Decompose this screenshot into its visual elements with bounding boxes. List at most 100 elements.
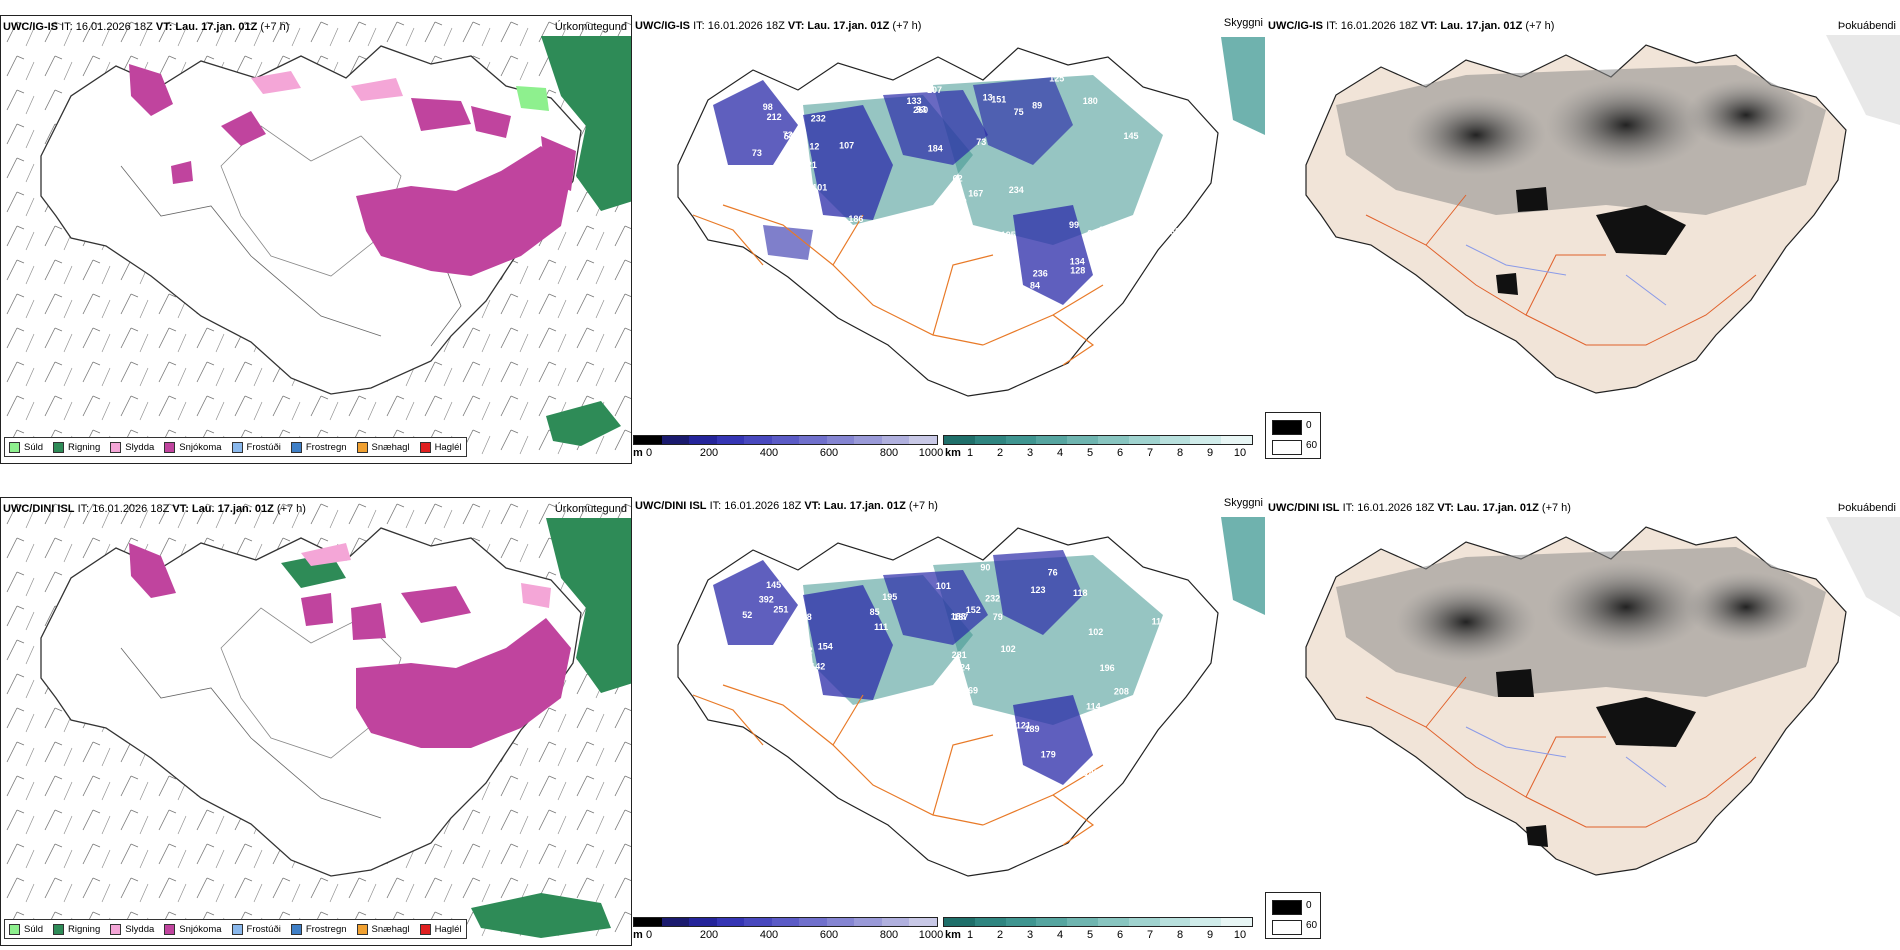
scale-swatch	[799, 918, 827, 926]
visibility-scale: km 1 2 3 4 5 6 7 8 9 10	[943, 435, 1265, 463]
cloud-base-label: 13	[983, 92, 993, 102]
cloud-base-label: 114	[1086, 701, 1101, 711]
cloud-base-label: 101	[936, 581, 951, 591]
panel-variable-name: Þokuábendi	[1837, 502, 1896, 514]
scale-tick: 4	[1056, 929, 1064, 941]
scale-tick: 7	[1146, 447, 1154, 459]
cloud-base-label: 232	[985, 593, 1000, 603]
legend-drizzle: Súld	[9, 441, 43, 453]
sleet-area	[301, 543, 351, 566]
cloud-base-labels: 102 154 183 90 171 102 78 52 85 101 76 145 208 281 251…	[742, 562, 1166, 778]
scale-tick: 4	[1056, 447, 1064, 459]
cloud-base-label: 142	[810, 662, 825, 672]
scale-swatch	[1159, 436, 1191, 444]
road-network	[1365, 194, 1757, 346]
scale-swatch	[909, 918, 938, 926]
cloud-base-label: 232	[811, 114, 826, 124]
legend-snow: Snjókoma	[164, 923, 222, 935]
scale-tick: 9	[1206, 929, 1214, 941]
scale-swatch	[909, 436, 938, 444]
legend-rain: Rigning	[53, 923, 100, 935]
scale-tick: 6	[1116, 447, 1124, 459]
cloud-area	[713, 80, 798, 165]
cloud-base-label: 93	[1087, 229, 1097, 239]
cloud-base-label: 178	[797, 612, 812, 622]
scale-swatch	[1067, 918, 1098, 926]
cloud-base-label: 171	[1094, 757, 1109, 767]
legend-snow-pellets: Snæhagl	[356, 923, 410, 935]
elevation-scale: m 0 200 400 600 800 1000	[633, 917, 948, 945]
scale-swatch	[854, 918, 882, 926]
cloud-base-label: 93	[916, 105, 926, 115]
scale-tick: 1000	[918, 447, 944, 459]
fog-indicator-map	[1305, 517, 1900, 876]
scale-tick: 1	[966, 929, 974, 941]
scale-swatch	[771, 436, 800, 444]
cloud-base-label: 75	[1014, 107, 1024, 117]
fog-legend-top: 0 60	[1265, 412, 1321, 459]
fog-indicator-map	[1305, 35, 1900, 394]
cloud-base-label: 98	[763, 102, 773, 112]
cloud-base-label: 128	[1070, 266, 1085, 276]
scale-swatch	[1036, 436, 1068, 444]
cloud-base-label: 251	[773, 605, 788, 615]
cloud-base-label: 196	[1100, 663, 1115, 673]
scale-tick: 5	[1086, 447, 1094, 459]
cloud-base-label: 281	[952, 650, 967, 660]
scale-swatch	[1190, 918, 1222, 926]
scale-swatch	[974, 436, 1006, 444]
fog-legend-bottom: 0 60	[1265, 892, 1321, 939]
scale-swatch	[944, 918, 975, 926]
cloud-base-label: 123	[1031, 585, 1046, 595]
cloud-base-label: 121	[1016, 721, 1031, 731]
scale-swatch	[634, 436, 662, 444]
legend-sleet: Slydda	[110, 441, 154, 453]
scale-swatch	[716, 436, 745, 444]
scale-tick: 1000	[918, 929, 944, 941]
cloud-base-label: 133	[907, 96, 922, 106]
scale-tick: 0	[645, 447, 653, 459]
cloud-base-label: 102	[1088, 627, 1103, 637]
panel-variable-name: Skyggni	[1223, 17, 1263, 29]
cloud-base-label: 121	[802, 160, 817, 170]
scale-swatch	[799, 436, 827, 444]
cloud-base-label: 89	[1032, 101, 1042, 111]
scale-swatch	[1159, 918, 1191, 926]
scale-swatch	[661, 918, 690, 926]
panel-variable-name: Úrkomutegund	[554, 503, 627, 515]
snow-area	[129, 64, 173, 116]
panel-title: UWC/IG-IS IT: 16.01.2026 18Z VT: Lau. 17…	[1268, 20, 1555, 32]
cloud-base-label: 79	[993, 612, 1003, 622]
scale-tick: 9	[1206, 447, 1214, 459]
panel-title: UWC/DINI ISL IT: 16.01.2026 18Z VT: Lau.…	[3, 503, 306, 515]
legend-drizzle: Súld	[9, 923, 43, 935]
scale-tick: 8	[1176, 447, 1184, 459]
scale-swatch	[744, 918, 772, 926]
precip-type-panel-top: UWC/IG-IS IT: 16.01.2026 18Z VT: Lau. 17…	[0, 15, 632, 464]
scale-swatch	[1036, 918, 1068, 926]
panel-title: UWC/DINI ISL IT: 16.01.2026 18Z VT: Lau.…	[635, 500, 938, 512]
scale-tick: 2	[996, 929, 1004, 941]
cloud-base-label: 62	[953, 173, 963, 183]
panel-variable-name: Skyggni	[1223, 497, 1263, 509]
cloud-base-label: 107	[927, 85, 942, 95]
scale-tick: 10	[1233, 929, 1247, 941]
scale-swatch	[716, 918, 745, 926]
precip-type-legend: Súld Rigning Slydda Snjókoma Frostúði Fr…	[4, 919, 467, 939]
panel-variable-name: Þokuábendi	[1837, 20, 1896, 32]
rain-area	[546, 518, 631, 693]
scale-swatch	[881, 918, 910, 926]
cloud-base-label: 180	[1083, 96, 1098, 106]
scale-swatch	[1005, 436, 1037, 444]
panel-title: UWC/IG-IS IT: 16.01.2026 18Z VT: Lau. 17…	[635, 20, 922, 32]
cloud-base-label: 122	[952, 197, 967, 207]
cloud-base-label: 184	[928, 144, 943, 154]
panel-title: UWC/IG-IS IT: 16.01.2026 18Z VT: Lau. 17…	[3, 21, 290, 33]
cloud-base-label: 78	[930, 712, 940, 722]
cloud-base-label: 107	[839, 141, 854, 151]
scale-tick: 10	[1233, 447, 1247, 459]
scale-tick: 6	[1116, 929, 1124, 941]
scale-tick: 600	[819, 929, 839, 941]
cloud-base-label: 189	[1025, 724, 1040, 734]
cloud-base-label: 73	[752, 148, 762, 158]
